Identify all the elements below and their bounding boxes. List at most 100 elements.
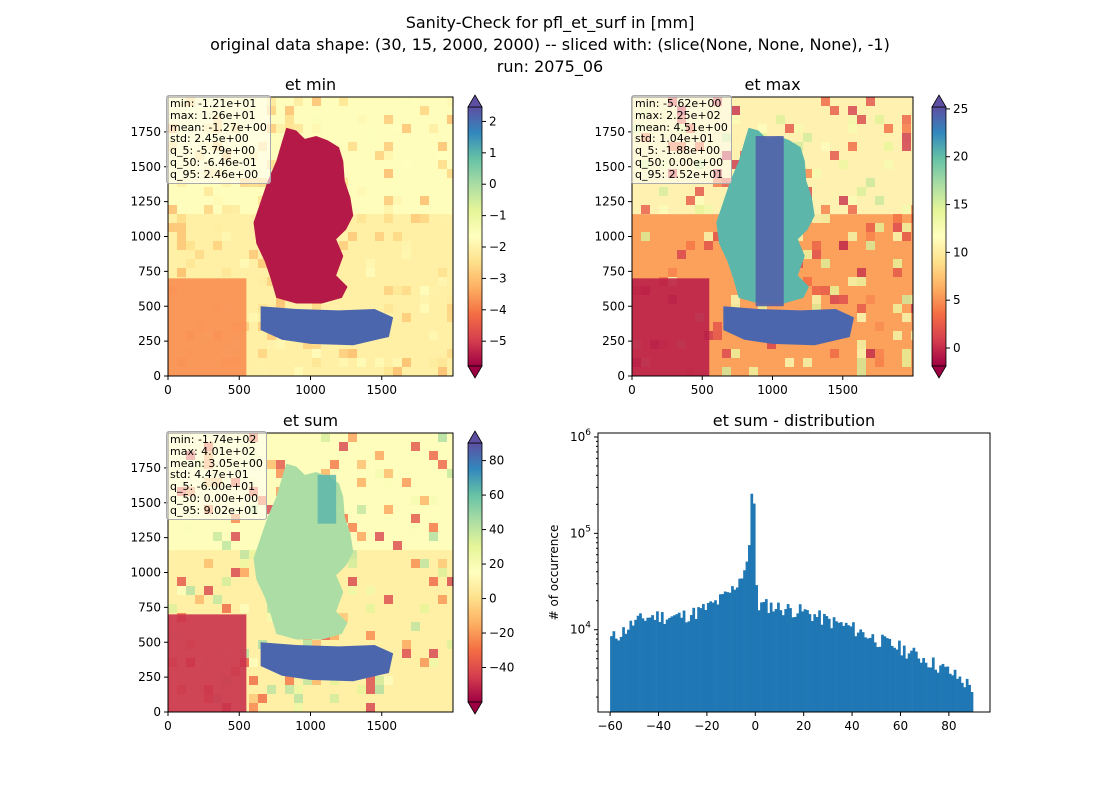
histogram-bar [965,678,969,712]
heatmap-cell [758,304,767,313]
colorbar-extend-max [467,430,483,444]
x-tick-label: −60 [597,719,622,733]
histogram-bar [914,651,918,712]
heatmap-cell [402,478,411,487]
heatmap-cell [447,469,453,478]
heatmap-cell [267,97,276,106]
x-tick-label: 60 [893,719,908,733]
heatmap-cell [348,523,357,532]
histogram-bar [808,614,812,712]
heatmap-cell [384,205,393,214]
histogram-bar [784,609,788,712]
histogram-bar [697,607,700,712]
histogram-bar [905,658,909,712]
histogram-bar [673,615,676,712]
histogram-bar [939,665,942,712]
colorbar-et-max: 25 20 15 10 5 0 [931,94,968,379]
heatmap-cell [857,367,866,376]
heatmap-cell [731,106,740,115]
histogram-bar [779,610,783,712]
y-tick-label: 1500 [594,160,625,174]
heatmap-cell [911,214,913,223]
heatmap-cell [294,694,303,703]
heatmap-cell [249,250,258,259]
heatmap-cell [303,676,312,685]
heatmap-cell [821,205,830,214]
histogram-bar [750,493,754,712]
histogram-bar [760,602,763,712]
heatmap-cell [866,232,875,241]
heatmap-cell [857,358,866,367]
panel-title-et-sum: et sum [283,411,338,430]
heatmap-cell [911,205,913,214]
histogram-bar [794,616,797,712]
heatmap-cell [312,115,321,124]
histogram-bar [653,619,657,712]
heatmap-cell [812,286,821,295]
heatmap-cell [348,577,357,586]
heatmap-cell [420,295,429,304]
histogram-bar [910,650,913,712]
histogram-bar [738,578,742,712]
heatmap-cell [285,115,294,124]
histogram-bar [614,638,618,712]
histogram-bar [634,619,638,712]
histogram-bar [726,592,729,712]
heatmap-cell [857,304,866,313]
heatmap-cell [312,304,321,313]
stat-line: q_50: 0.00e+00 [170,491,259,505]
histogram-bar [837,622,841,712]
heatmap-cell [402,286,411,295]
heatmap-cell [312,340,321,349]
heatmap-cell [177,586,186,595]
histogram-bar [902,645,906,712]
histogram-bar [890,645,894,712]
heatmap-cell [366,259,375,268]
histogram-bar [745,561,749,712]
heatmap-cell [267,340,276,349]
heatmap-cell [731,295,740,304]
histogram-bar [885,638,889,712]
histogram-bar [818,610,821,712]
heatmap-cell [204,559,213,568]
heatmap-cell [339,613,348,622]
heatmap-region-germany [253,127,354,304]
heatmap-cell [848,115,857,124]
colorbar-tick-label: 10 [953,245,968,259]
colorbar-tick-label: 20 [489,557,504,571]
heatmap-cell [402,160,411,169]
histogram-bar [835,621,838,712]
heatmap-cell [267,277,276,286]
heatmap-cell [249,313,258,322]
histogram-bar [682,610,686,712]
heatmap-cell [384,115,393,124]
histogram-bar [639,613,642,712]
heatmap-cell [348,433,357,442]
histogram-bar [665,619,669,712]
heatmap-region-southwest [168,278,247,376]
heatmap-cell [339,241,348,250]
heatmap-cell [695,187,704,196]
y-tick-label: 0 [617,369,625,383]
heatmap-cell [222,541,231,550]
heatmap-cell [902,223,911,232]
colorbar-tick-label: 2 [489,114,497,128]
histogram-bar [743,570,746,712]
colorbar-extend-max [467,94,483,108]
heatmap-cell [294,340,303,349]
x-tick-label: 0 [164,383,172,397]
heatmap-cell [375,451,384,460]
heatmap-cell [168,604,177,613]
heatmap-cell [258,694,267,703]
stats-box-et-min: min: -1.21e+01 max: 1.26e+01 mean: -1.27e+… [166,95,271,184]
heatmap-cell [267,613,276,622]
histogram-bar [852,622,855,712]
colorbar-body [931,106,947,367]
histogram-bar [953,669,957,712]
histogram-bar [820,624,824,712]
stat-line: q_5: -6.00e+01 [170,480,256,494]
heatmap-cell [357,214,366,223]
heatmap-cell [195,595,204,604]
histogram-bar [767,613,771,712]
heatmap-cell [893,304,902,313]
